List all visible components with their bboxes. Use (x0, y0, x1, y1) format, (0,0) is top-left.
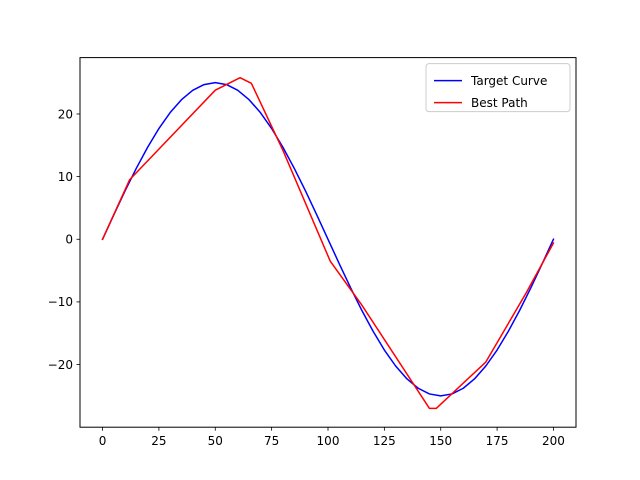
y-tick-label: −20 (48, 358, 73, 372)
x-tick-label: 75 (264, 434, 279, 448)
series-line-1 (101, 81, 555, 397)
x-tick-label: 150 (429, 434, 452, 448)
x-tick-label: 200 (542, 434, 565, 448)
y-tick-label: −10 (48, 295, 73, 309)
legend-label-1: Target Curve (470, 74, 547, 88)
x-tick-label: 0 (99, 434, 107, 448)
x-tick-label: 25 (151, 434, 166, 448)
axes-frame (79, 57, 577, 428)
y-axis: −20 −10 0 10 20 (48, 107, 80, 372)
series-line-2 (101, 76, 555, 410)
legend-box (425, 63, 571, 113)
x-tick-label: 125 (373, 434, 396, 448)
y-tick-label: 20 (58, 107, 73, 121)
x-tick-label: 50 (208, 434, 223, 448)
x-tick-label: 100 (317, 434, 340, 448)
y-tick-label: 0 (65, 233, 73, 247)
x-axis: 0 25 50 75 100 125 150 175 200 (99, 427, 565, 448)
plot-lines (101, 76, 555, 410)
legend-label-2: Best Path (471, 96, 528, 110)
y-tick-label: 10 (58, 170, 73, 184)
x-tick-label: 175 (486, 434, 509, 448)
legend: Target Curve Best Path (425, 63, 571, 113)
